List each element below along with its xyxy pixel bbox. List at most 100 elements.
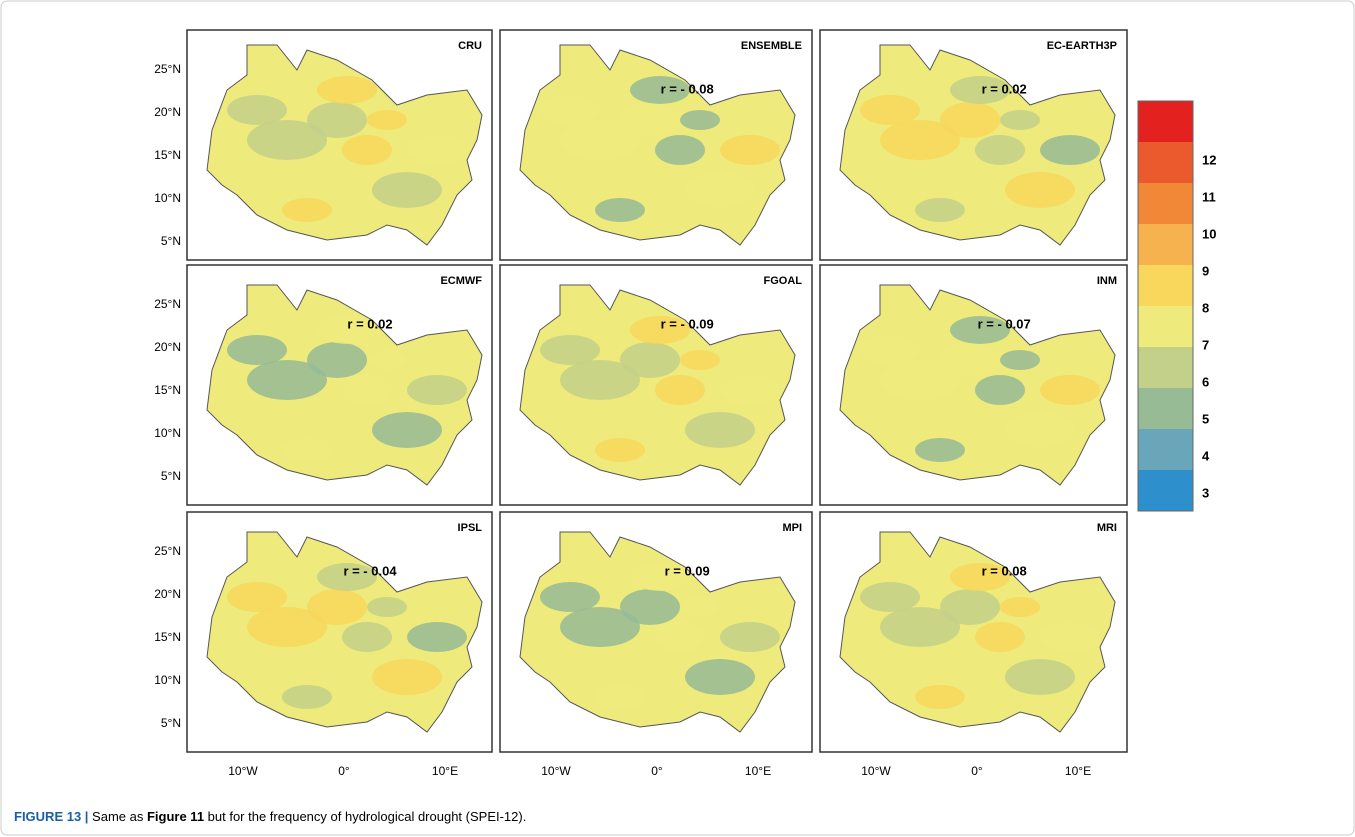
colorbar-label: 9 — [1202, 263, 1209, 278]
lon-label: 10°W — [861, 764, 891, 778]
panel-title: EC-EARTH3P — [1047, 40, 1117, 52]
shade — [540, 335, 600, 365]
shade — [880, 607, 960, 647]
shade — [317, 76, 377, 104]
shade — [247, 120, 327, 160]
colorbar-swatch — [1138, 470, 1193, 511]
lat-label: 15°N — [154, 148, 181, 162]
panel-title: MRI — [1097, 522, 1117, 534]
lon-label: 10°E — [745, 764, 771, 778]
colorbar-label: 7 — [1202, 337, 1209, 352]
shade — [655, 622, 705, 652]
lat-label: 5°N — [161, 234, 181, 248]
shade — [367, 110, 407, 130]
shade — [227, 95, 287, 125]
page: CRU25°N20°N15°N10°N5°NENSEMBLEr = - 0.08… — [0, 0, 1355, 837]
shade — [975, 375, 1025, 405]
shade — [1005, 659, 1075, 695]
shade — [1000, 597, 1040, 617]
shade — [540, 582, 600, 612]
colorbar-swatch — [1138, 265, 1193, 306]
shade — [1000, 350, 1040, 370]
caption-text: but for the frequency of hydrological dr… — [204, 809, 526, 824]
shade — [342, 135, 392, 165]
shade — [560, 607, 640, 647]
lat-label: 5°N — [161, 716, 181, 730]
shade — [685, 659, 755, 695]
lon-label: 10°E — [432, 764, 458, 778]
colorbar-label: 10 — [1202, 226, 1216, 241]
correlation: r = - 0.04 — [343, 563, 397, 578]
panel-title: IPSL — [458, 522, 483, 534]
colorbar-label: 8 — [1202, 300, 1209, 315]
lon-label: 0° — [971, 764, 983, 778]
lat-label: 15°N — [154, 383, 181, 397]
lat-label: 10°N — [154, 426, 181, 440]
lon-label: 10°E — [1065, 764, 1091, 778]
shade — [595, 685, 645, 709]
correlation: r = 0.02 — [982, 81, 1027, 96]
lat-label: 25°N — [154, 544, 181, 558]
shade — [342, 375, 392, 405]
shade — [880, 360, 960, 400]
lon-label: 10°W — [228, 764, 258, 778]
shade — [1040, 135, 1100, 165]
colorbar-swatch — [1138, 142, 1193, 183]
shade — [1005, 412, 1075, 448]
colorbar-swatch — [1138, 183, 1193, 224]
correlation: r = 0.09 — [665, 563, 710, 578]
lat-label: 25°N — [154, 62, 181, 76]
shade — [655, 375, 705, 405]
shade — [720, 135, 780, 165]
lat-label: 15°N — [154, 630, 181, 644]
shade — [655, 135, 705, 165]
lat-label: 20°N — [154, 105, 181, 119]
shade — [367, 350, 407, 370]
shade — [247, 607, 327, 647]
shade — [372, 412, 442, 448]
colorbar-label: 11 — [1202, 189, 1216, 204]
correlation: r = 0.02 — [347, 316, 392, 331]
lat-label: 25°N — [154, 297, 181, 311]
panel-title: CRU — [458, 40, 482, 52]
shade — [975, 622, 1025, 652]
correlation: r = - 0.09 — [661, 316, 714, 331]
lon-label: 0° — [651, 764, 663, 778]
correlation: r = - 0.07 — [978, 316, 1031, 331]
shade — [1040, 375, 1100, 405]
lat-label: 20°N — [154, 587, 181, 601]
colorbar-label: 3 — [1202, 485, 1209, 500]
shade — [282, 438, 332, 462]
colorbar-swatch — [1138, 388, 1193, 429]
correlation: r = 0.08 — [982, 563, 1027, 578]
shade — [860, 582, 920, 612]
shade — [372, 172, 442, 208]
caption: FIGURE 13 | Same as Figure 11 but for th… — [14, 809, 526, 824]
lat-label: 10°N — [154, 673, 181, 687]
lat-label: 20°N — [154, 340, 181, 354]
shade — [680, 110, 720, 130]
shade — [680, 350, 720, 370]
colorbar-swatch — [1138, 347, 1193, 388]
panel-title: ENSEMBLE — [741, 40, 802, 52]
panel-title: INM — [1097, 275, 1117, 287]
shade — [560, 120, 640, 160]
colorbar-label: 12 — [1202, 152, 1216, 167]
shade — [282, 198, 332, 222]
lat-label: 10°N — [154, 191, 181, 205]
shade — [342, 622, 392, 652]
colorbar-label: 5 — [1202, 411, 1209, 426]
shade — [720, 375, 780, 405]
colorbar-swatch — [1138, 224, 1193, 265]
shade — [407, 375, 467, 405]
figure: CRU25°N20°N15°N10°N5°NENSEMBLEr = - 0.08… — [0, 0, 1355, 837]
shade — [247, 360, 327, 400]
panel-title: FGOAL — [764, 275, 803, 287]
shade — [367, 597, 407, 617]
colorbar-swatch — [1138, 306, 1193, 347]
shade — [915, 198, 965, 222]
shade — [372, 659, 442, 695]
shade — [227, 335, 287, 365]
lat-label: 5°N — [161, 469, 181, 483]
caption-ref: Figure 11 — [147, 809, 204, 824]
